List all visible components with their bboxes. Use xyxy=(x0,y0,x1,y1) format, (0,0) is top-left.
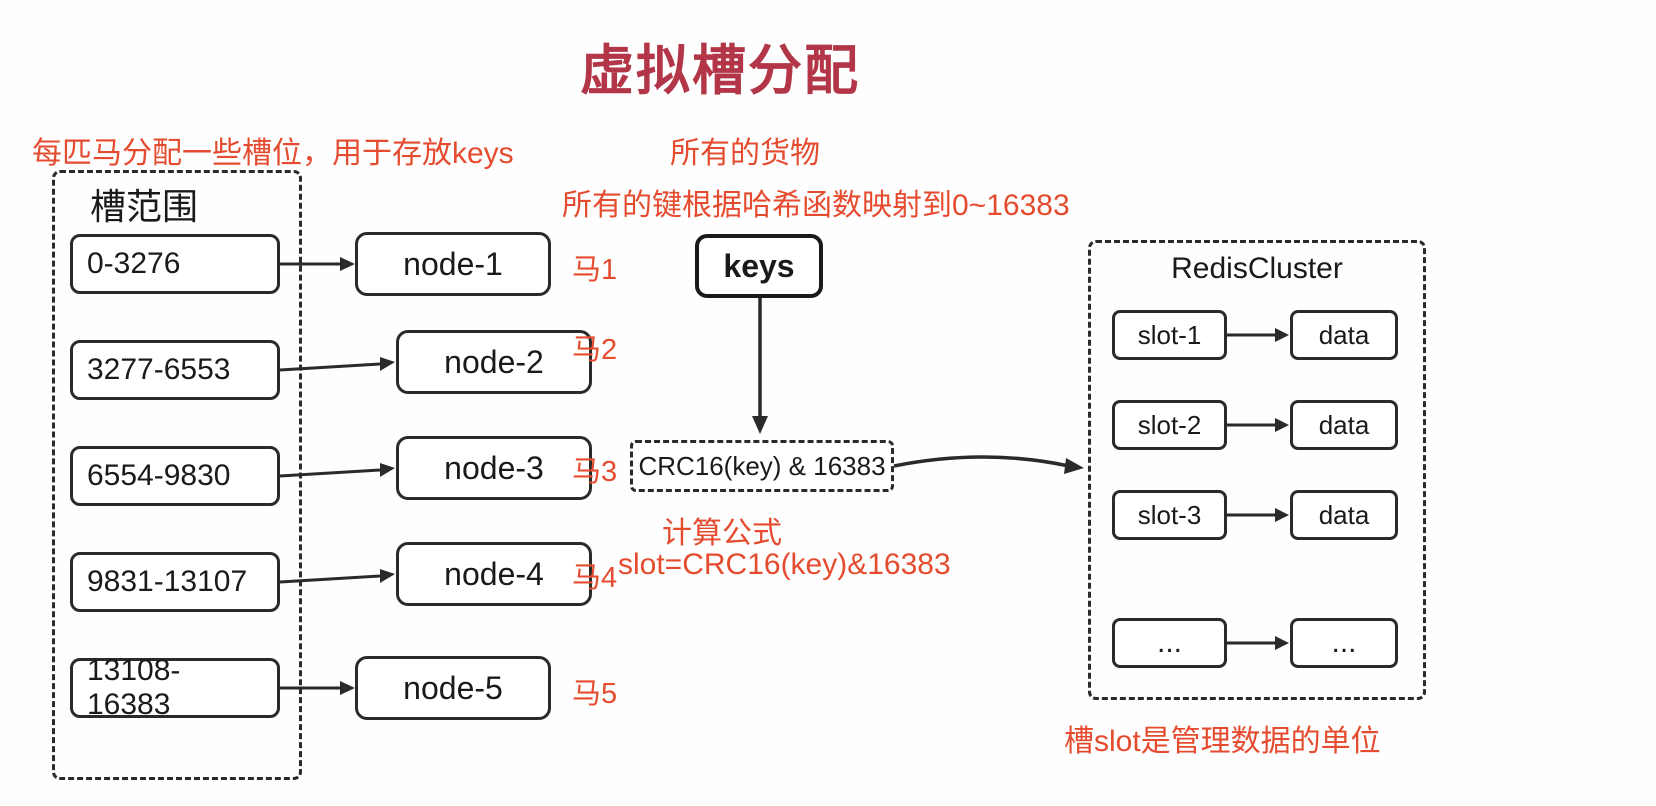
node-box-4: node-4 xyxy=(396,542,592,606)
slot-range-box-1: 0-3276 xyxy=(70,234,280,294)
horse-label-4: 马4 xyxy=(572,554,617,596)
annotation-all-goods: 所有的货物 xyxy=(670,128,820,172)
arrow-crc-to-cluster xyxy=(894,450,1094,490)
page-title: 虚拟槽分配 xyxy=(580,26,860,105)
annotation-horses: 每匹马分配一些槽位，用于存放keys xyxy=(32,128,514,172)
redis-cluster-title: RedisCluster xyxy=(1088,252,1426,286)
slot-range-box-4: 9831-13107 xyxy=(70,552,280,612)
keys-box: keys xyxy=(695,234,823,298)
node-box-3: node-3 xyxy=(396,436,592,500)
slot-range-box-2: 3277-6553 xyxy=(70,340,280,400)
cluster-slot-1: slot-1 xyxy=(1112,310,1227,360)
node-box-1: node-1 xyxy=(355,232,551,296)
cluster-data-3: data xyxy=(1290,490,1398,540)
horse-label-5: 马5 xyxy=(572,670,617,712)
slot-range-box-3: 6554-9830 xyxy=(70,446,280,506)
cluster-slot-3: slot-3 xyxy=(1112,490,1227,540)
cluster-data-4: ... xyxy=(1290,618,1398,668)
cluster-slot-2: slot-2 xyxy=(1112,400,1227,450)
horse-label-2: 马2 xyxy=(572,326,617,368)
slot-range-box-5: 13108-16383 xyxy=(70,658,280,718)
annotation-formula-label: 计算公式 xyxy=(662,508,782,552)
annotation-formula: slot=CRC16(key)&16383 xyxy=(618,548,951,582)
annotation-slot-unit: 槽slot是管理数据的单位 xyxy=(1064,716,1381,760)
node-box-5: node-5 xyxy=(355,656,551,720)
slot-range-header: 槽范围 xyxy=(90,178,198,230)
node-box-2: node-2 xyxy=(396,330,592,394)
horse-label-3: 马3 xyxy=(572,448,617,490)
arrow-keys-to-crc xyxy=(748,298,778,438)
annotation-hash-desc: 所有的键根据哈希函数映射到0~16383 xyxy=(562,180,1070,224)
cluster-data-1: data xyxy=(1290,310,1398,360)
horse-label-1: 马1 xyxy=(572,246,617,288)
cluster-slot-4: ... xyxy=(1112,618,1227,668)
cluster-data-2: data xyxy=(1290,400,1398,450)
crc-box: CRC16(key) & 16383 xyxy=(630,440,894,492)
